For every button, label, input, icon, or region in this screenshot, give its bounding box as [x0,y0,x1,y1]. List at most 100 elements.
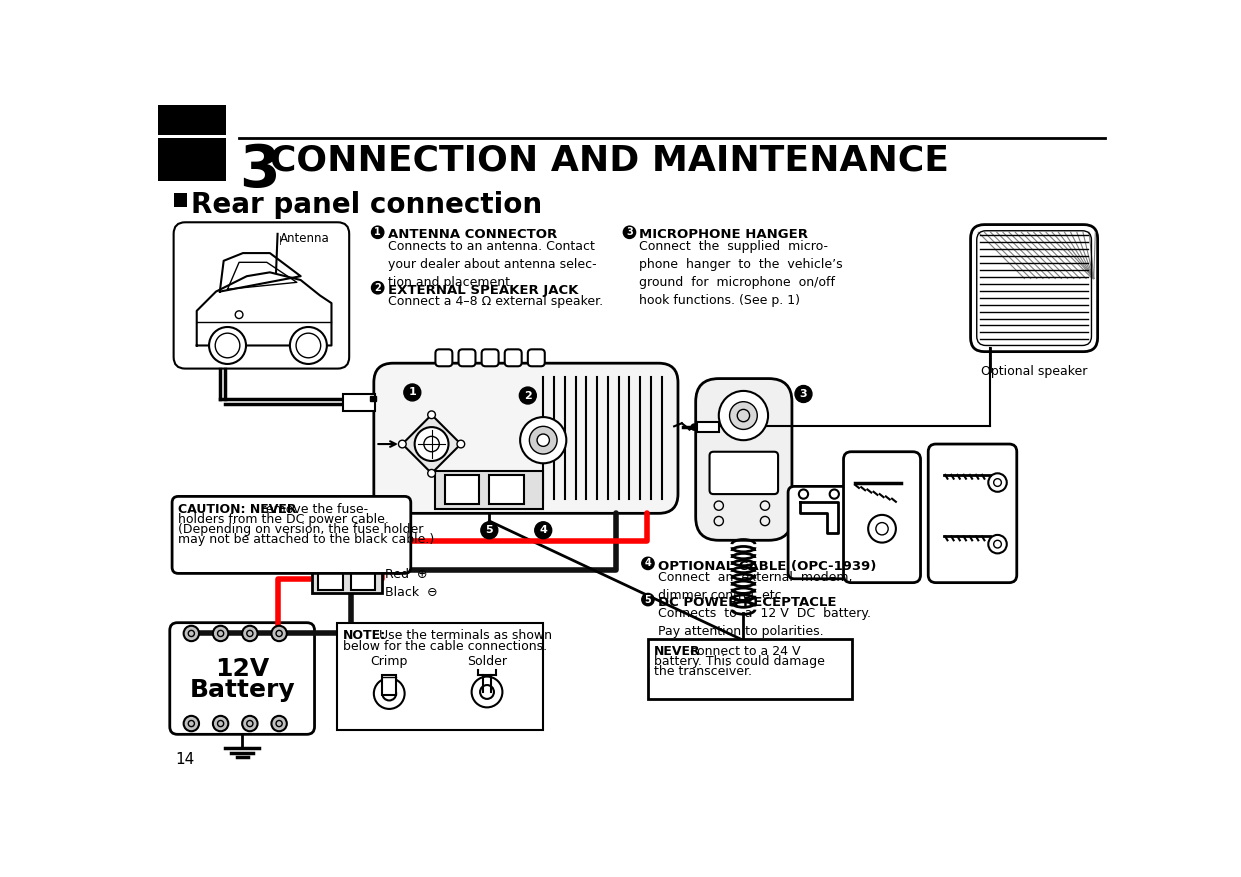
Text: |: | [279,236,282,246]
Circle shape [184,716,199,731]
Text: holders from the DC power cable.: holders from the DC power cable. [179,513,390,526]
Text: 3: 3 [799,389,808,399]
FancyBboxPatch shape [505,349,521,367]
Bar [382,675,396,695]
Circle shape [297,333,320,358]
Text: 2: 2 [375,282,381,293]
Text: 4: 4 [644,559,652,568]
Circle shape [213,716,228,731]
Text: the transceiver.: the transceiver. [654,665,752,678]
Text: 3: 3 [627,227,633,238]
Text: may not be attached to the black cable.): may not be attached to the black cable.) [179,533,434,546]
Circle shape [428,469,436,477]
Circle shape [719,391,768,440]
Text: (Depending on version, the fuse holder: (Depending on version, the fuse holder [179,524,423,537]
Text: Battery: Battery [190,679,295,702]
Circle shape [428,411,436,418]
Circle shape [535,522,552,538]
Circle shape [730,402,757,430]
Text: 2: 2 [524,390,531,401]
FancyBboxPatch shape [170,623,314,734]
FancyBboxPatch shape [482,349,499,367]
Circle shape [537,434,550,446]
Bar [351,568,375,589]
Text: battery. This could damage: battery. This could damage [654,655,825,668]
Bar [489,474,524,504]
Text: EXTERNAL SPEAKER JACK: EXTERNAL SPEAKER JACK [387,284,578,297]
FancyBboxPatch shape [172,496,411,574]
Circle shape [480,522,498,538]
Text: NOTE:: NOTE: [343,629,386,642]
Text: OPTIONAL CABLE (OPC-1939): OPTIONAL CABLE (OPC-1939) [658,560,876,573]
Circle shape [530,426,557,454]
Text: 14: 14 [175,752,195,767]
Bar [697,422,719,432]
FancyBboxPatch shape [527,349,545,367]
Polygon shape [402,415,460,474]
Circle shape [215,333,240,358]
Circle shape [272,716,287,731]
Text: Use the terminals as shown: Use the terminals as shown [375,629,552,642]
Circle shape [272,626,287,641]
FancyBboxPatch shape [374,363,678,513]
Circle shape [208,327,246,364]
Circle shape [519,387,536,404]
Text: CAUTION: NEVER: CAUTION: NEVER [179,503,297,517]
Text: below for the cable connections.: below for the cable connections. [343,639,547,652]
Circle shape [242,716,258,731]
Text: Connects  to  a  12 V  DC  battery.
Pay attention to polarities.: Connects to a 12 V DC battery. Pay atten… [658,607,871,638]
Bar [313,564,381,594]
Circle shape [623,226,635,239]
Text: Connect  the  supplied  micro-
phone  hanger  to  the  vehicle’s
ground  for  mi: Connect the supplied micro- phone hanger… [639,240,843,307]
FancyBboxPatch shape [458,349,475,367]
Bar [370,396,376,401]
FancyBboxPatch shape [710,452,778,494]
Text: MICROPHONE HANGER: MICROPHONE HANGER [639,228,808,241]
Text: Connects to an antenna. Contact
your dealer about antenna selec-
tion and placem: Connects to an antenna. Contact your dea… [387,240,597,289]
Circle shape [642,594,654,606]
Bar [343,394,375,411]
Circle shape [403,384,421,401]
Circle shape [371,282,383,294]
Text: CONNECTION AND MAINTENANCE: CONNECTION AND MAINTENANCE [269,144,949,178]
Text: Connect a 4–8 Ω external speaker.: Connect a 4–8 Ω external speaker. [387,296,603,309]
Text: Solder: Solder [467,655,508,668]
Text: Antenna: Antenna [280,232,330,245]
Circle shape [691,424,697,431]
Bar [444,474,479,504]
Text: 1: 1 [408,388,416,397]
Text: connect to a 24 V: connect to a 24 V [686,645,800,658]
Text: ANTENNA CONNECTOR: ANTENNA CONNECTOR [387,228,557,241]
Text: Rear panel connection: Rear panel connection [191,191,541,219]
Circle shape [242,626,258,641]
Text: Optional speaker: Optional speaker [980,366,1087,379]
Text: Crimp: Crimp [371,655,408,668]
Circle shape [642,557,654,569]
Text: remove the fuse-: remove the fuse- [257,503,367,517]
Bar [319,568,343,589]
FancyBboxPatch shape [970,225,1097,352]
Text: 3: 3 [240,142,279,199]
Text: DC POWER RECEPTACLE: DC POWER RECEPTACLE [658,595,836,609]
Text: Black  ⊖: Black ⊖ [386,586,438,599]
FancyBboxPatch shape [844,452,921,582]
Text: 12V: 12V [215,657,269,681]
Bar [648,638,853,699]
Circle shape [520,417,566,463]
Circle shape [795,386,812,403]
Bar [436,471,544,510]
Bar [336,623,544,731]
Bar [159,139,226,181]
Bar [174,193,187,207]
Circle shape [290,327,326,364]
Text: Red  ⊕: Red ⊕ [386,568,428,581]
Bar [159,105,226,134]
Text: 5: 5 [485,525,493,535]
Text: 5: 5 [644,595,652,604]
Circle shape [371,226,383,239]
Text: Connect  an  external  modem,
dimmer control, etc.: Connect an external modem, dimmer contro… [658,571,853,602]
Text: NEVER: NEVER [654,645,701,658]
Circle shape [213,626,228,641]
FancyBboxPatch shape [174,222,349,368]
Polygon shape [197,273,331,346]
